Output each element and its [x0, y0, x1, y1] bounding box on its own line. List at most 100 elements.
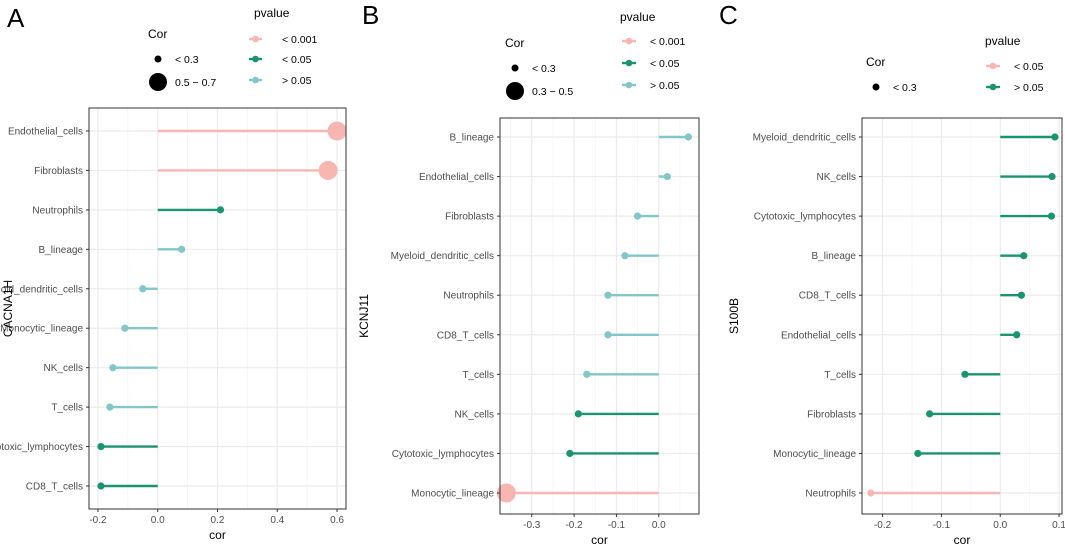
- legend-size-key: [149, 73, 167, 91]
- category-label: NK_cells: [455, 409, 494, 420]
- legend-size-label: < 0.3: [532, 63, 556, 75]
- plot-area: [862, 118, 1062, 514]
- legend-cor-title: Cor: [866, 55, 885, 69]
- legend-color-label: < 0.05: [282, 54, 312, 66]
- x-tick-label: 0.6: [330, 515, 344, 526]
- category-label: Cytotoxic_lymphocytes: [392, 449, 494, 460]
- category-label: T_cells: [462, 370, 494, 381]
- category-label: Neutrophils: [32, 205, 83, 216]
- category-label: Endothelial_cells: [8, 127, 83, 138]
- category-label: Monocytic_lineage: [411, 489, 494, 500]
- lollipop-point: [914, 449, 922, 458]
- legend: Cor < 0.3 0.5 − 0.7 pvalue < 0.001 < 0.05 > 0.…: [148, 6, 317, 91]
- y-axis-title: S100B: [727, 298, 741, 334]
- lollipop-point: [1047, 212, 1056, 220]
- legend-color-point: [252, 76, 259, 84]
- x-tick-label: 0.0: [151, 515, 165, 526]
- legend-color-point: [252, 55, 259, 63]
- x-tick-label: -0.1: [933, 520, 951, 531]
- plot-area: [500, 118, 699, 514]
- lollipop-point: [106, 403, 114, 411]
- panel-A: A Endothelial_cells Fibroblasts Neutrophils…: [0, 3, 347, 542]
- legend-size-key: [511, 64, 519, 72]
- x-axis-title: cor: [591, 533, 608, 547]
- legend-color-point: [989, 83, 997, 91]
- panel-border: [499, 117, 700, 515]
- lollipop-point: [1013, 331, 1021, 339]
- category-label: Myeloid_dendritic_cells: [0, 284, 83, 295]
- category-label: Fibroblasts: [445, 212, 494, 223]
- category-label: NK_cells: [44, 363, 83, 374]
- x-tick-label: -0.3: [523, 520, 541, 531]
- category-label: Neutrophils: [805, 489, 856, 500]
- legend-color-point: [252, 35, 259, 43]
- category-label: Endothelial_cells: [781, 330, 856, 341]
- legend-color-label: > 0.05: [1014, 82, 1044, 94]
- y-axis-title: CACNA1H: [1, 280, 15, 337]
- lollipop-point: [97, 442, 105, 451]
- category-label: Myeloid_dendritic_cells: [391, 251, 494, 262]
- legend: Cor < 0.3 pvalue < 0.05 > 0.05: [866, 34, 1044, 94]
- x-tick-label: 0.2: [211, 515, 225, 526]
- lollipop-point: [216, 206, 225, 214]
- lollipop-point: [566, 449, 574, 458]
- legend-color-label: > 0.05: [282, 75, 312, 87]
- legend-pvalue-title: pvalue: [254, 6, 290, 20]
- lollipop-point: [97, 482, 105, 490]
- legend-cor-title: Cor: [148, 27, 167, 41]
- panel-border: [861, 117, 1063, 515]
- lollipop-point: [684, 133, 693, 141]
- category-label: NK_cells: [817, 172, 856, 183]
- panel-letter: A: [7, 3, 25, 33]
- legend-pvalue-title: pvalue: [985, 34, 1021, 48]
- legend-size-label: 0.5 − 0.7: [175, 77, 216, 89]
- category-label: Fibroblasts: [807, 409, 856, 420]
- legend-size-label: < 0.3: [175, 54, 199, 66]
- x-axis-title: cor: [954, 533, 971, 547]
- legend-color-point: [625, 81, 633, 89]
- x-tick-label: -0.2: [874, 520, 892, 531]
- lollipop-point: [109, 364, 117, 372]
- legend-size-key: [872, 83, 880, 91]
- legend-color-label: < 0.05: [1014, 61, 1044, 73]
- panel-C: C Myeloid_dendritic_cells NK_cells Cytotoxi…: [719, 0, 1065, 547]
- lollipop-point: [583, 370, 591, 378]
- category-label: B_lineage: [450, 133, 495, 144]
- panel-B: B B_lineage Endothelial_cells Fibroblasts My…: [357, 0, 700, 547]
- legend-color-label: < 0.001: [282, 34, 317, 46]
- lollipop-point: [961, 370, 969, 378]
- category-label: Myeloid_dendritic_cells: [753, 133, 856, 144]
- panel-letter: B: [362, 0, 379, 30]
- category-label: Endothelial_cells: [419, 172, 494, 183]
- legend-color-label: < 0.05: [650, 58, 680, 70]
- lollipop-point: [634, 212, 642, 220]
- x-tick-label: -0.2: [89, 515, 107, 526]
- legend-size-label: 0.3 − 0.5: [532, 86, 573, 98]
- legend: Cor < 0.3 0.3 − 0.5 pvalue < 0.001 < 0.05 > 0.…: [505, 10, 685, 100]
- legend-size-key: [506, 82, 524, 100]
- x-tick-label: -0.2: [565, 520, 583, 531]
- lollipop-point: [663, 172, 671, 181]
- x-tick-label: 0.4: [270, 515, 284, 526]
- panel-letter: C: [719, 0, 738, 30]
- lollipop-point: [926, 410, 934, 418]
- lollipop-point: [1048, 172, 1056, 181]
- legend-color-label: > 0.05: [650, 80, 680, 92]
- category-label: Cytotoxic_lymphocytes: [0, 442, 83, 453]
- x-axis-title: cor: [209, 528, 226, 542]
- category-label: CD8_T_cells: [437, 330, 494, 341]
- x-tick-label: -0.1: [608, 520, 626, 531]
- x-tick-label: 0.1: [1052, 520, 1065, 531]
- legend-size-key: [154, 55, 162, 63]
- x-tick-label: 0.0: [993, 520, 1007, 531]
- lollipop-point: [1020, 252, 1028, 260]
- lollipop-point: [604, 331, 612, 339]
- lollipop-point: [121, 324, 129, 332]
- lollipop-point: [1017, 291, 1026, 299]
- lollipop-point: [604, 291, 612, 299]
- y-axis-title: KCNJ11: [357, 294, 371, 338]
- category-label: Monocytic_lineage: [773, 449, 856, 460]
- legend-color-point: [989, 62, 997, 70]
- category-label: Cytotoxic_lymphocytes: [754, 212, 856, 223]
